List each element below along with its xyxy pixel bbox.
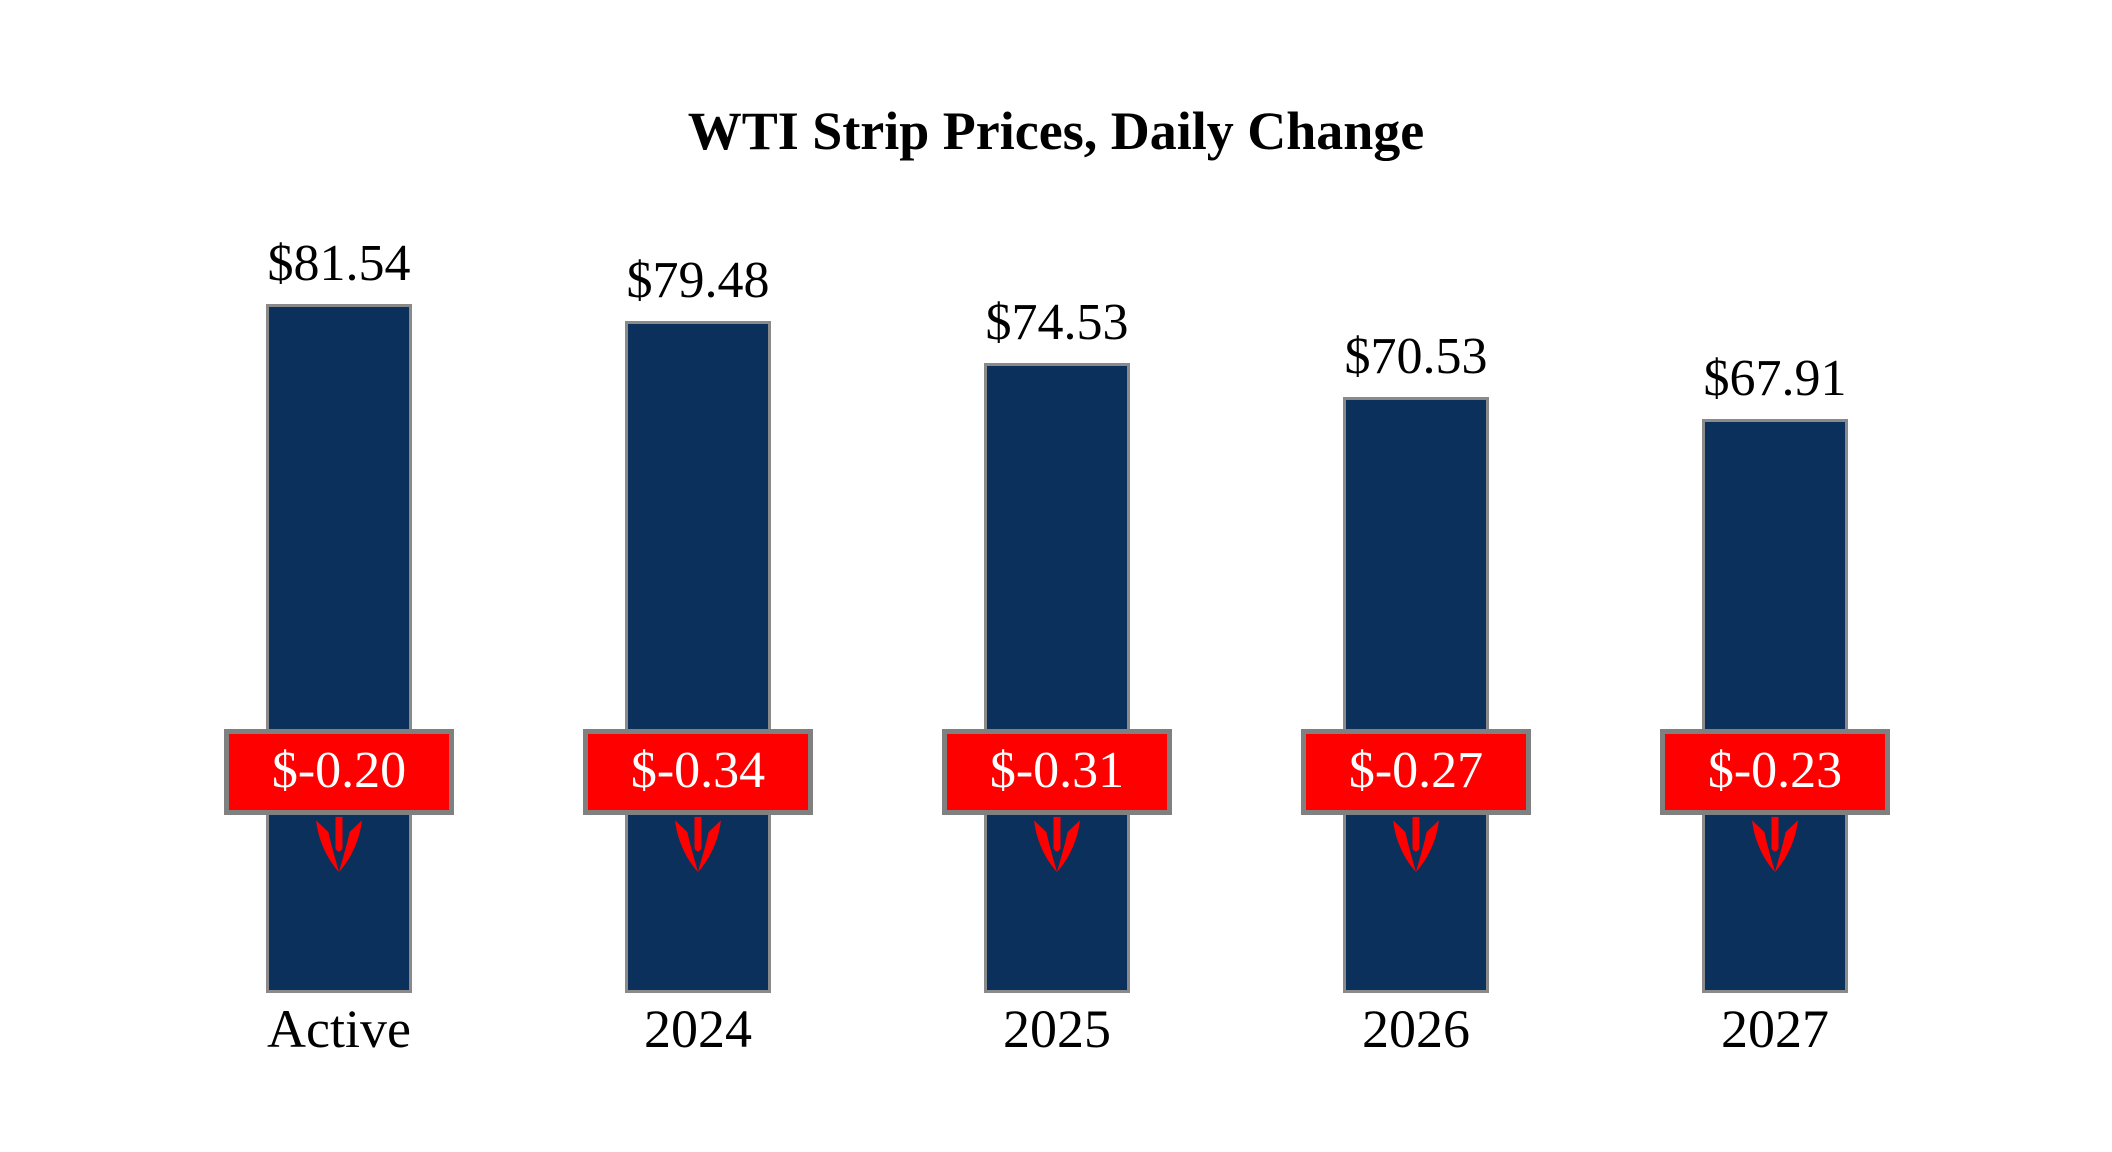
bar-group-2027: $67.91 $-0.23 2027: [1595, 0, 1955, 1152]
bar-group-2025: $74.53 $-0.31 2025: [877, 0, 1237, 1152]
chart-title: WTI Strip Prices, Daily Change: [687, 101, 1425, 161]
price-bar: [1702, 419, 1848, 993]
bar-value-label: $74.53: [985, 294, 1129, 351]
bar-group-2026: $70.53 $-0.27 2026: [1236, 0, 1596, 1152]
bar-value-label: $79.48: [626, 252, 770, 309]
price-bar: [266, 304, 412, 993]
category-label: 2026: [1362, 999, 1470, 1059]
category-label: 2025: [1003, 999, 1111, 1059]
bar-group-active: $81.54 $-0.20 Active: [159, 0, 519, 1152]
down-arrow-icon: [671, 815, 725, 875]
daily-change-badge: $-0.27: [1301, 729, 1531, 815]
daily-change-badge: $-0.23: [1660, 729, 1890, 815]
daily-change-badge: $-0.31: [942, 729, 1172, 815]
down-arrow-icon: [1030, 815, 1084, 875]
bar-value-label: $81.54: [267, 235, 411, 292]
daily-change-badge: $-0.34: [583, 729, 813, 815]
category-label: 2024: [644, 999, 752, 1059]
price-bar: [1343, 397, 1489, 993]
down-arrow-icon: [1389, 815, 1443, 875]
down-arrow-icon: [1748, 815, 1802, 875]
bar-value-label: $70.53: [1344, 328, 1488, 385]
price-bar: [984, 363, 1130, 993]
daily-change-badge: $-0.20: [224, 729, 454, 815]
down-arrow-icon: [312, 815, 366, 875]
bar-group-2024: $79.48 $-0.34 2024: [518, 0, 878, 1152]
category-label: Active: [267, 999, 411, 1059]
price-bar: [625, 321, 771, 993]
bar-value-label: $67.91: [1703, 350, 1847, 407]
category-label: 2027: [1721, 999, 1829, 1059]
